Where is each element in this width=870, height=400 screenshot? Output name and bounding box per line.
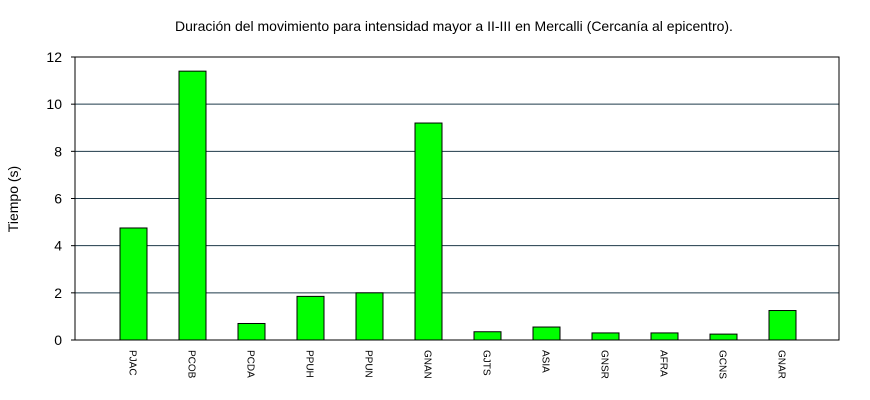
y-tick-label: 6: [54, 191, 62, 207]
x-tick-label: PCDA: [245, 350, 256, 378]
bar-gnan: [414, 122, 443, 341]
x-tick-label: PPUH: [304, 350, 315, 378]
x-tick-label: GCNS: [717, 350, 728, 379]
x-tick-label: AFRA: [658, 350, 669, 377]
x-tick-label: GNAN: [422, 350, 433, 379]
y-tick-label: 10: [46, 96, 62, 112]
bar-gcns: [709, 333, 738, 341]
x-tick-label: GNSR: [599, 350, 610, 379]
x-tick-label: PPUN: [363, 350, 374, 378]
y-tick-label: 4: [54, 238, 62, 254]
x-tick-label: PJAC: [127, 350, 138, 376]
bar-gnsr: [591, 332, 620, 341]
bar-pcob: [178, 70, 207, 341]
bar-pcda: [237, 322, 266, 341]
y-tick-label: 0: [54, 332, 62, 348]
bar-pjac: [119, 227, 148, 341]
x-tick-label: ASIA: [540, 350, 551, 373]
y-tick-label: 8: [54, 143, 62, 159]
y-tick-label: 2: [54, 285, 62, 301]
bar-asia: [532, 326, 561, 341]
bar-ppuh: [296, 295, 325, 341]
y-axis-label: Tiempo (s): [5, 166, 21, 232]
bar-gnar: [768, 310, 797, 341]
chart-title: Duración del movimiento para intensidad …: [175, 18, 733, 34]
bar-gjts: [473, 331, 502, 341]
x-tick-label: GJTS: [481, 350, 492, 376]
y-tick-label: 12: [46, 49, 62, 65]
plot-area: 0 2 4 6 8 10 12 PJAC PCOB PCDA PPUH PPUN GNAN GJTS ASI…: [46, 49, 840, 379]
x-tick-label: GNAR: [776, 350, 787, 379]
x-tick-label: PCOB: [186, 350, 197, 379]
plot-border: [74, 56, 840, 341]
bar-afra: [650, 332, 679, 341]
bar-ppun: [355, 292, 384, 341]
